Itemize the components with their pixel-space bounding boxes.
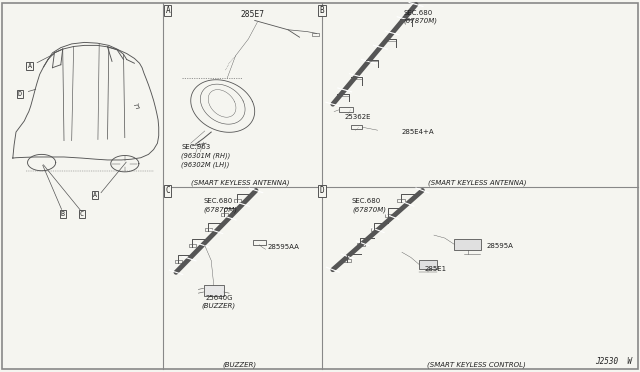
Text: (67870M): (67870M) <box>204 206 237 213</box>
Text: 25640G: 25640G <box>205 295 232 301</box>
Text: 285E1: 285E1 <box>424 266 446 272</box>
Text: (96302M (LH)): (96302M (LH)) <box>181 161 230 168</box>
Text: D: D <box>319 186 324 195</box>
Text: (SMART KEYLESS CONTROL): (SMART KEYLESS CONTROL) <box>428 361 526 368</box>
Text: C: C <box>80 211 84 217</box>
Text: A: A <box>165 6 170 15</box>
Text: (BUZZER): (BUZZER) <box>202 302 236 309</box>
Text: 285E4+A: 285E4+A <box>402 129 435 135</box>
Text: J2530  W: J2530 W <box>595 357 632 366</box>
Text: 25362E: 25362E <box>344 114 371 120</box>
Bar <box>385 214 392 217</box>
Text: (SMART KEYLESS ANTENNA): (SMART KEYLESS ANTENNA) <box>191 179 289 186</box>
Bar <box>234 199 241 202</box>
Text: A: A <box>28 63 31 69</box>
Text: SEC.680: SEC.680 <box>352 198 381 204</box>
Text: B: B <box>319 6 324 15</box>
Text: (67870M): (67870M) <box>352 206 386 213</box>
Bar <box>351 125 362 129</box>
Bar <box>357 243 365 246</box>
Text: (SMART KEYLESS ANTENNA): (SMART KEYLESS ANTENNA) <box>428 179 526 186</box>
Text: 28595AA: 28595AA <box>268 244 300 250</box>
Text: C: C <box>165 186 170 195</box>
Text: B: B <box>61 211 65 217</box>
Bar <box>175 260 182 263</box>
Bar <box>371 228 379 231</box>
Text: D: D <box>18 91 22 97</box>
Bar <box>397 199 405 202</box>
Bar <box>312 33 319 36</box>
Bar <box>339 107 353 112</box>
Bar <box>204 285 224 296</box>
Bar <box>454 239 481 250</box>
Text: 285E7: 285E7 <box>241 10 265 19</box>
Bar <box>221 213 228 216</box>
Bar <box>253 240 266 245</box>
Text: (BUZZER): (BUZZER) <box>223 361 257 368</box>
Text: SEC.963: SEC.963 <box>181 144 211 150</box>
Text: 28595A: 28595A <box>486 243 513 248</box>
Bar <box>189 244 196 247</box>
Text: A: A <box>93 192 97 198</box>
Text: SEC.680: SEC.680 <box>204 198 233 204</box>
Text: (67870M): (67870M) <box>403 18 437 25</box>
Bar <box>205 228 212 231</box>
Bar <box>344 259 351 262</box>
Text: (96301M (RH)): (96301M (RH)) <box>181 153 230 160</box>
Text: SEC.680: SEC.680 <box>403 10 433 16</box>
Bar <box>419 260 437 269</box>
